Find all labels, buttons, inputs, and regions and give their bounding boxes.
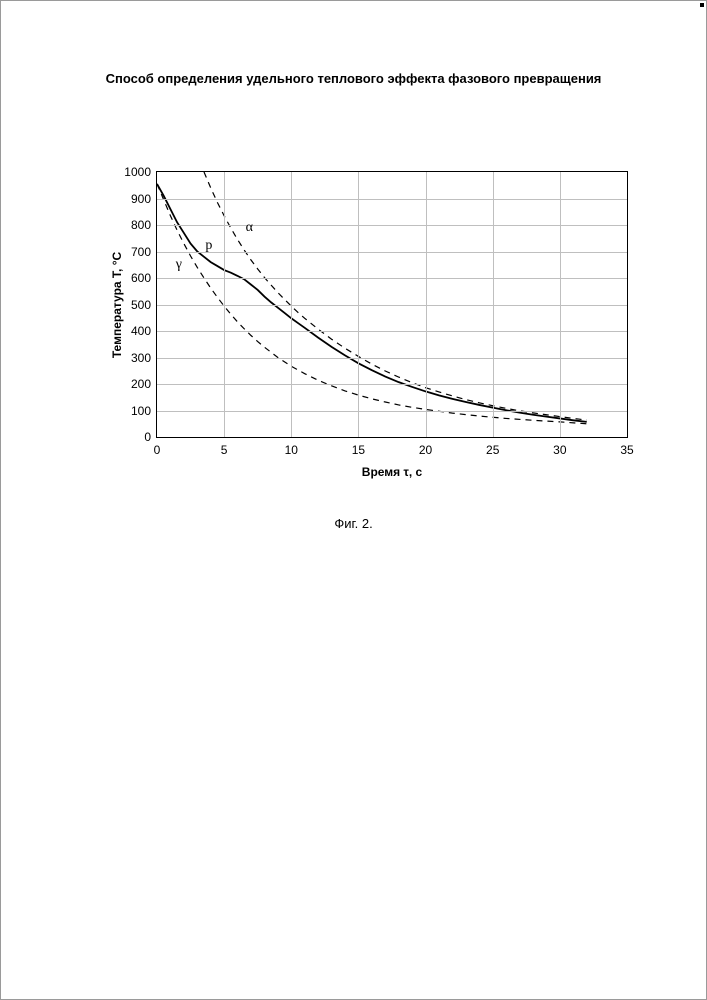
figure-caption: Фиг. 2. (1, 516, 706, 531)
grid-line-h (157, 331, 627, 332)
plot-area: Температура Т, °С Время τ, с 01002003004… (156, 171, 628, 438)
grid-line-h (157, 225, 627, 226)
grid-line-v (291, 172, 292, 437)
x-tick-label: 20 (419, 443, 432, 457)
grid-line-h (157, 411, 627, 412)
x-tick-label: 0 (154, 443, 161, 457)
y-axis-title: Температура Т, °С (110, 251, 124, 357)
corner-mark (700, 3, 704, 7)
x-axis-title: Время τ, с (362, 465, 422, 479)
series-alpha (204, 172, 587, 420)
y-tick-label: 300 (131, 351, 151, 365)
annotation-gamma: γ (176, 257, 182, 273)
y-tick-label: 900 (131, 192, 151, 206)
y-tick-label: 700 (131, 245, 151, 259)
y-tick-label: 200 (131, 377, 151, 391)
grid-line-h (157, 199, 627, 200)
grid-line-h (157, 358, 627, 359)
grid-line-h (157, 252, 627, 253)
y-tick-label: 600 (131, 271, 151, 285)
page: Способ определения удельного теплового э… (0, 0, 707, 1000)
grid-line-v (493, 172, 494, 437)
y-tick-label: 500 (131, 298, 151, 312)
page-title: Способ определения удельного теплового э… (1, 71, 706, 86)
y-tick-label: 1000 (124, 165, 151, 179)
x-tick-label: 35 (620, 443, 633, 457)
y-tick-label: 0 (144, 430, 151, 444)
annotation-alpha: α (246, 220, 253, 236)
grid-line-v (426, 172, 427, 437)
grid-line-h (157, 305, 627, 306)
x-tick-label: 5 (221, 443, 228, 457)
grid-line-h (157, 384, 627, 385)
annotation-p: p (205, 238, 212, 254)
y-tick-label: 800 (131, 218, 151, 232)
x-tick-label: 25 (486, 443, 499, 457)
y-tick-label: 100 (131, 404, 151, 418)
grid-line-v (358, 172, 359, 437)
grid-line-v (224, 172, 225, 437)
grid-line-v (560, 172, 561, 437)
x-tick-label: 10 (285, 443, 298, 457)
x-tick-label: 15 (352, 443, 365, 457)
y-tick-label: 400 (131, 324, 151, 338)
chart: Температура Т, °С Время τ, с 01002003004… (96, 161, 656, 491)
x-tick-label: 30 (553, 443, 566, 457)
grid-line-h (157, 278, 627, 279)
